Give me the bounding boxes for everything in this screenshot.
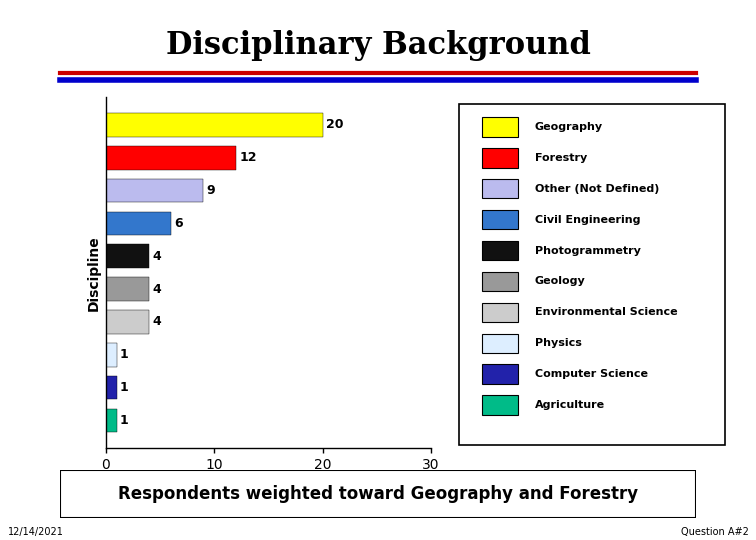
FancyBboxPatch shape — [482, 179, 518, 199]
Text: 12/14/2021: 12/14/2021 — [8, 527, 64, 537]
Text: Physics: Physics — [534, 338, 581, 348]
Text: Geography: Geography — [534, 122, 603, 132]
Text: 20: 20 — [326, 118, 343, 131]
Bar — [106, 278, 149, 301]
Bar — [106, 179, 203, 202]
Text: 1: 1 — [120, 348, 129, 361]
Text: 6: 6 — [174, 217, 183, 230]
Text: 1: 1 — [120, 414, 129, 427]
Bar — [106, 376, 116, 400]
FancyBboxPatch shape — [60, 470, 696, 518]
Bar — [106, 310, 149, 334]
Bar — [106, 146, 236, 170]
Text: 4: 4 — [153, 315, 161, 328]
Text: Geology: Geology — [534, 276, 585, 287]
X-axis label: Number of Responses: Number of Responses — [183, 477, 354, 491]
FancyBboxPatch shape — [482, 148, 518, 167]
Text: Computer Science: Computer Science — [534, 369, 648, 379]
Text: 4: 4 — [153, 250, 161, 263]
Y-axis label: Discipline: Discipline — [86, 235, 101, 310]
Text: 4: 4 — [153, 282, 161, 295]
Bar — [106, 212, 171, 235]
Text: 9: 9 — [206, 184, 215, 197]
Text: Respondents weighted toward Geography and Forestry: Respondents weighted toward Geography an… — [118, 485, 638, 503]
Text: 12: 12 — [239, 151, 256, 164]
Bar — [106, 113, 323, 137]
Text: Agriculture: Agriculture — [534, 400, 605, 410]
Text: Forestry: Forestry — [534, 153, 587, 163]
Text: Other (Not Defined): Other (Not Defined) — [534, 184, 659, 194]
Bar — [106, 343, 116, 367]
Bar — [106, 409, 116, 432]
Text: Disciplinary Background: Disciplinary Background — [166, 30, 590, 62]
FancyBboxPatch shape — [482, 364, 518, 384]
Text: Question A#2: Question A#2 — [680, 527, 748, 537]
Text: Photogrammetry: Photogrammetry — [534, 246, 640, 255]
FancyBboxPatch shape — [482, 303, 518, 322]
FancyBboxPatch shape — [482, 117, 518, 137]
Text: Environmental Science: Environmental Science — [534, 307, 677, 318]
Bar — [106, 245, 149, 268]
FancyBboxPatch shape — [459, 104, 725, 444]
Text: Civil Engineering: Civil Engineering — [534, 215, 640, 225]
FancyBboxPatch shape — [482, 241, 518, 260]
FancyBboxPatch shape — [482, 334, 518, 353]
FancyBboxPatch shape — [482, 210, 518, 230]
FancyBboxPatch shape — [482, 272, 518, 291]
Text: 1: 1 — [120, 381, 129, 394]
FancyBboxPatch shape — [482, 395, 518, 415]
